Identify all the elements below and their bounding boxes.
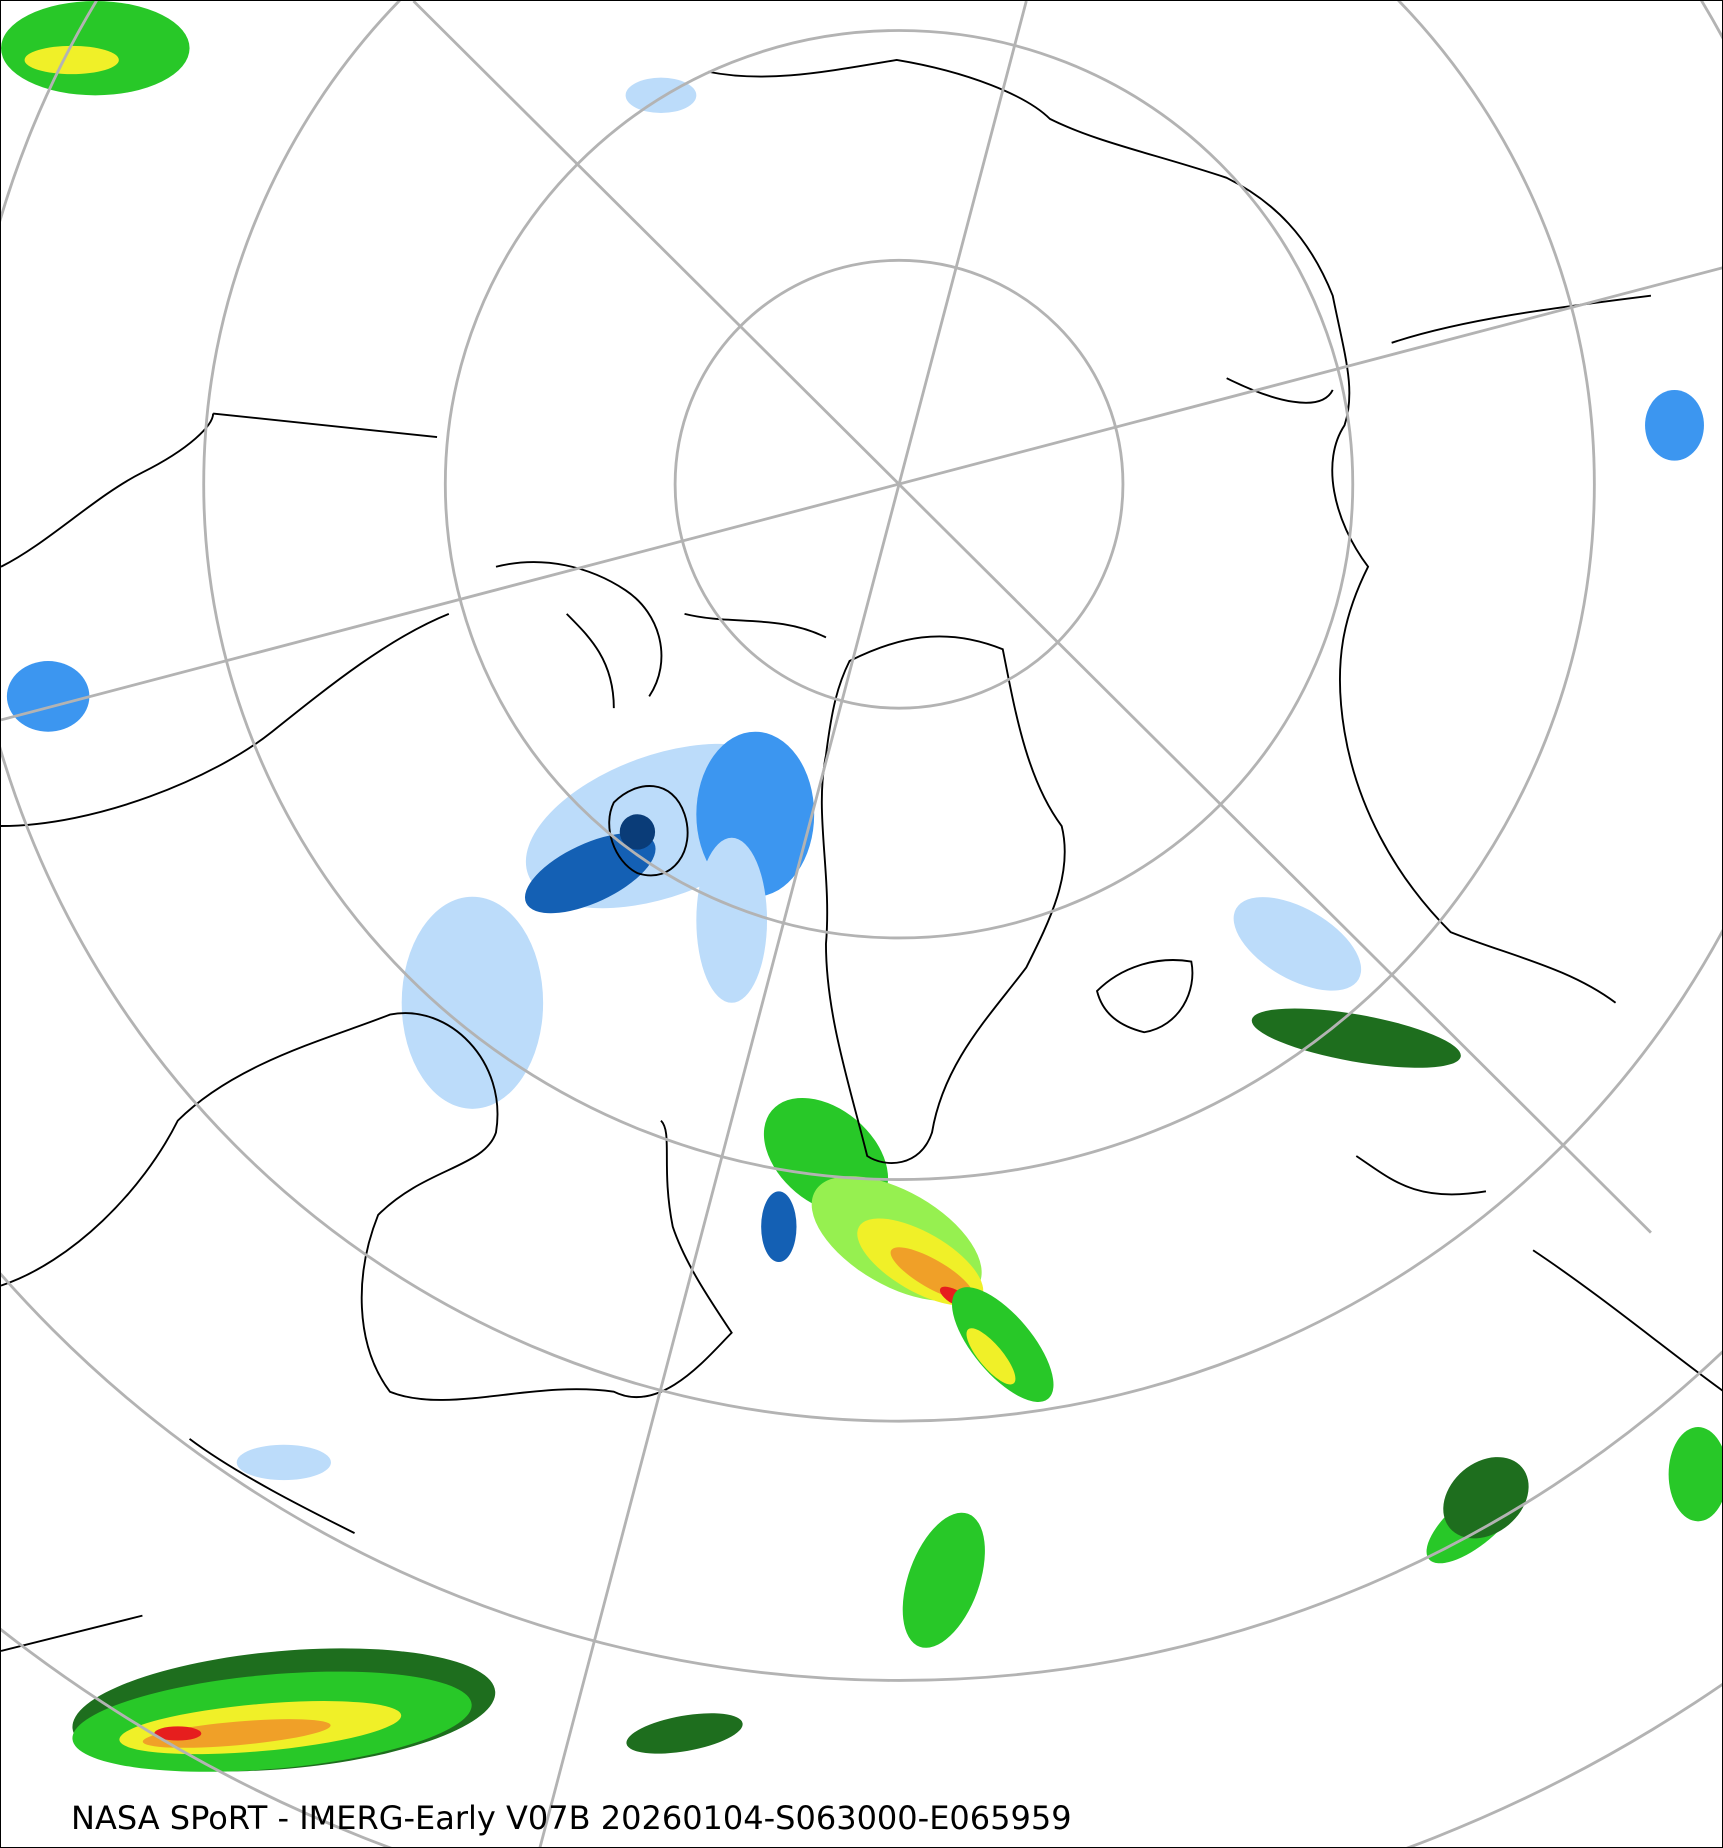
north-america-coast	[1, 412, 733, 1652]
precip-area-green	[1668, 1427, 1722, 1522]
arctic-archipelago	[495, 561, 827, 877]
precip-area-navy	[619, 814, 656, 850]
precip-area-green	[902, 1512, 985, 1648]
precip-area-orange	[142, 1719, 331, 1748]
latitude-circle	[1, 1, 1722, 1423]
precip-area-dark-green	[1443, 1457, 1529, 1539]
precip-area-light-blue	[1233, 897, 1362, 991]
precip-area-light-blue	[401, 896, 544, 1109]
precip-area-red	[154, 1726, 202, 1741]
latitude-circle	[202, 1, 1596, 1181]
meridian-line	[1, 266, 1722, 722]
precip-area-medium-blue	[1645, 389, 1704, 461]
eurasia-coast	[707, 59, 1722, 1392]
map-caption: NASA SPoRT - IMERG-Early V07B 20260104-S…	[71, 1799, 1072, 1837]
precip-area-yellow	[966, 1328, 1016, 1385]
precip-area-medium-blue	[6, 661, 90, 732]
meridian-line	[412, 1, 1652, 1234]
meridian-line	[538, 1, 1028, 1847]
precip-area-dark-green	[1251, 1008, 1461, 1068]
coastline-layer	[1, 59, 1722, 1652]
precip-area-dark-blue	[524, 833, 656, 914]
precip-area-light-blue	[696, 837, 768, 1003]
precip-area-orange	[890, 1247, 974, 1301]
iceland-outline	[1095, 959, 1194, 1034]
precip-area-green	[951, 1287, 1054, 1402]
greenland-outline	[820, 635, 1066, 1164]
precip-area-dark-blue	[761, 1191, 797, 1263]
precip-area-yellow	[24, 45, 119, 75]
precip-area-dark-green	[626, 1713, 743, 1754]
latitude-circle	[1, 1271, 1722, 1682]
precip-area-light-blue	[236, 1444, 331, 1481]
latitude-circle	[673, 258, 1125, 710]
precipitation-layer	[1, 1, 1722, 1772]
latitude-circle	[443, 29, 1355, 940]
